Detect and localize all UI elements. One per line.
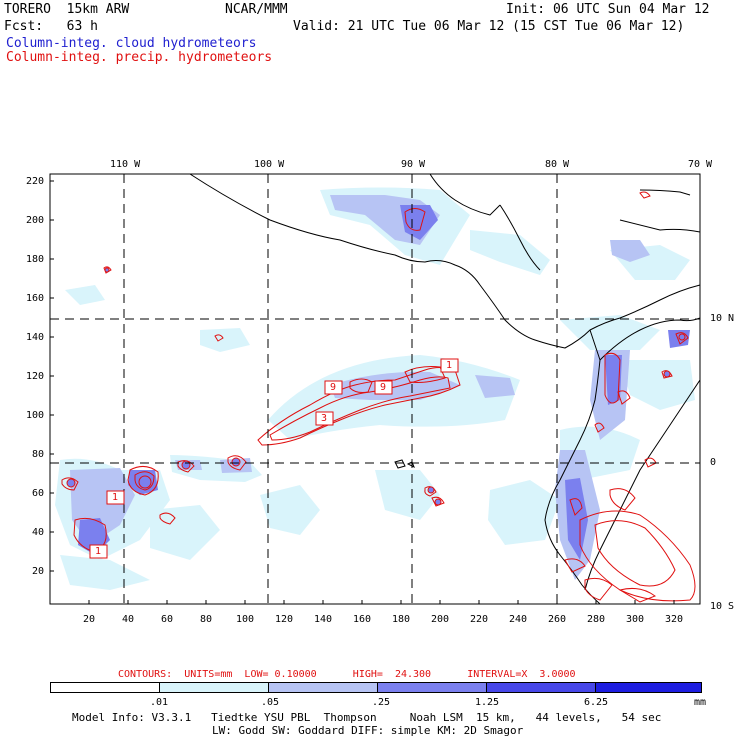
contour-label: 1 [446,360,453,371]
x-tick-label: 240 [509,614,528,625]
contour-label: 1 [112,492,119,503]
lat-label: 0 [710,457,717,468]
colorbar-bin-3 [377,682,487,693]
y-tick-label: 80 [32,449,45,460]
colorbar-label: .05 [261,697,280,708]
y-tick-label: 60 [32,488,45,499]
contour-label: 1 [95,546,102,557]
coastlines [189,173,701,605]
colorbar-bin-1 [159,682,269,693]
y-tick-label: 180 [26,254,45,265]
init-time: Init: 06 UTC Sun 04 Mar 12 [506,2,710,17]
forecast-hour: Fcst: 63 h [4,19,98,34]
x-tick-label: 40 [122,614,135,625]
x-tick-label: 120 [275,614,294,625]
x-tick-label: 300 [626,614,645,625]
colorbar-label: 6.25 [584,697,609,708]
colorbar-bin-5 [595,682,702,693]
x-tick-label: 100 [236,614,255,625]
colorbar-label: .01 [150,697,169,708]
x-tick-label: 80 [200,614,213,625]
contour-label-boxes [89,358,459,559]
y-tick-label: 20 [32,566,45,577]
colorbar-label: 1.25 [475,697,500,708]
colorbar-bin-2 [268,682,378,693]
x-tick-label: 220 [470,614,489,625]
contour-label: 3 [321,413,328,424]
x-tick-label: 160 [353,614,372,625]
y-tick-label: 200 [26,215,45,226]
y-tick-label: 120 [26,371,45,382]
model-info-line2: LW: Godd SW: Goddard DIFF: simple KM: 2D… [212,724,524,737]
center-title: NCAR/MMM [225,2,288,17]
axis-ticks [50,180,675,604]
x-tick-label: 320 [665,614,684,625]
colorbar-bin-4 [486,682,596,693]
lon-label: 100 W [254,159,285,170]
precip-contours [61,191,696,603]
x-tick-label: 60 [161,614,174,625]
colorbar-bin-0 [50,682,160,693]
contour-label: 9 [330,382,337,393]
map-grid [50,174,700,604]
lat-label: 10 S [710,601,735,612]
contour-label: 9 [380,382,387,393]
x-tick-label: 180 [392,614,411,625]
x-tick-label: 260 [548,614,567,625]
y-tick-label: 140 [26,332,45,343]
x-tick-label: 20 [83,614,96,625]
y-tick-label: 220 [26,176,45,187]
y-tick-label: 100 [26,410,45,421]
legend-cloud: Column-integ. cloud hydrometeors [6,36,257,51]
legend-precip: Column-integ. precip. hydrometeors [6,50,273,65]
lon-label: 110 W [110,159,141,170]
y-tick-label: 160 [26,293,45,304]
model-title: TORERO 15km ARW [4,2,130,17]
x-tick-label: 140 [314,614,333,625]
x-tick-label: 280 [587,614,606,625]
lat-label: 10 N [710,313,735,324]
contour-info: CONTOURS: UNITS=mm LOW= 0.10000 HIGH= 24… [118,669,576,680]
colorbar-unit: mm [694,697,707,708]
y-tick-label: 40 [32,527,45,538]
model-info-line1: Model Info: V3.3.1 Tiedtke YSU PBL Thomp… [72,711,662,724]
colorbar-label: .25 [372,697,391,708]
valid-time: Valid: 21 UTC Tue 06 Mar 12 (15 CST Tue … [293,19,685,34]
map-frame [49,173,701,605]
lon-label: 80 W [545,159,570,170]
lon-label: 70 W [688,159,713,170]
x-tick-label: 200 [431,614,450,625]
lon-label: 90 W [401,159,426,170]
